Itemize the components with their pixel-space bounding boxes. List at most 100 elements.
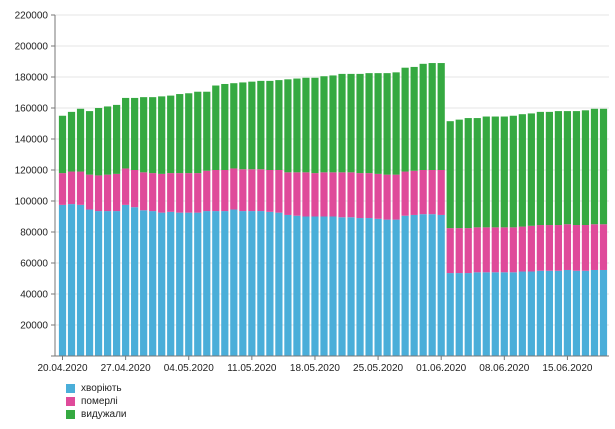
bar-segment-deaths [230,168,238,210]
legend-label-deaths: померлі [81,396,118,407]
bar-segment-deaths [203,170,211,212]
bar-segment-recovered [248,81,256,170]
legend-label-recovered: видужали [81,409,127,420]
bar-segment-recovered [581,110,590,226]
bar-segment-sick [545,270,553,356]
x-tick-label: 08.06.2020 [479,363,529,374]
bar-segment-deaths [464,228,472,274]
bar-segment-deaths [500,227,508,273]
bar-segment-deaths [76,171,85,205]
bar-segment-sick [347,217,355,356]
bar-segment-recovered [464,118,472,229]
bar-segment-recovered [103,106,112,175]
x-tick-label: 15.06.2020 [542,363,592,374]
y-tick-label: 160000 [15,104,49,115]
bar-segment-recovered [509,115,517,228]
bar-segment-sick [329,216,337,356]
bar-segment-deaths [140,172,148,211]
y-tick-label: 120000 [15,166,49,177]
bar-segment-deaths [131,170,139,208]
bar-segment-sick [599,269,608,356]
bar-segment-recovered [554,111,563,226]
bar-segment-recovered [94,108,103,176]
bar-segment-sick [302,216,310,356]
bar-segment-deaths [194,173,202,213]
bar-segment-sick [76,204,85,357]
bar-segment-deaths [554,225,563,271]
bar-segment-sick [338,217,346,356]
bar-segment-deaths [311,173,319,217]
bar-segment-deaths [374,173,382,219]
bar-segment-deaths [284,172,292,215]
bar-segment-deaths [527,225,535,272]
bar-segment-sick [94,211,103,356]
bar-segment-recovered [455,119,463,229]
x-tick-label: 01.06.2020 [416,363,466,374]
bar-segment-recovered [293,78,301,173]
y-tick-label: 60000 [20,259,48,270]
bar-segment-recovered [527,113,535,226]
x-tick-label: 18.05.2020 [290,363,340,374]
bar-segment-sick [482,272,490,356]
legend-label-sick: хворіють [81,383,122,394]
bar-segment-deaths [590,224,599,270]
bar-segment-deaths [509,227,517,273]
bar-segment-deaths [473,227,481,273]
bar-segment-sick [590,269,599,356]
bar-segment-recovered [518,114,526,227]
bar-segment-recovered [76,108,85,172]
bar-segment-sick [212,211,220,356]
bar-segment-deaths [437,170,445,215]
bar-segment-deaths [365,173,373,219]
bar-segment-deaths [563,224,572,270]
y-tick-label: 100000 [15,197,49,208]
bar-segment-recovered [572,111,581,226]
bar-segment-deaths [545,225,553,271]
bar-segment-deaths [482,227,490,273]
bar-segment-sick [536,270,544,356]
y-tick-label: 80000 [20,228,48,239]
bar-segment-sick [581,270,590,356]
bar-segment-deaths [67,171,76,205]
bar-segment-deaths [113,173,121,212]
bar-segment-sick [410,214,418,356]
bar-segment-sick [293,215,301,356]
bar-segment-sick [428,214,436,356]
bar-segment-sick [554,270,563,356]
bar-segment-deaths [320,172,328,217]
bar-segment-recovered [266,80,274,171]
y-tick-label: 20000 [20,321,48,332]
bar-segment-deaths [185,173,193,213]
bar-segment-sick [356,218,364,356]
bar-segment-recovered [257,80,265,170]
bar-segment-recovered [311,77,319,174]
legend-item-recovered: видужали [66,408,127,421]
bar-segment-sick [455,273,463,356]
bar-segment-recovered [347,73,355,173]
bar-segment-sick [122,204,130,357]
bar-segment-recovered [419,63,427,170]
bar-segment-deaths [491,227,499,273]
bar-segment-recovered [158,96,166,174]
bar-segment-sick [266,211,274,356]
bar-segment-recovered [599,108,608,225]
y-tick-label: 40000 [20,290,48,301]
x-tick-label: 11.05.2020 [227,363,277,374]
bar-segment-sick [131,207,139,356]
bar-segment-recovered [383,73,391,175]
bar-segment-sick [158,212,166,357]
legend-item-deaths: померлі [66,395,127,408]
bar-segment-recovered [176,94,184,174]
bar-segment-deaths [176,173,184,213]
bar-segment-sick [113,211,121,356]
bar-segment-recovered [365,73,373,174]
bar-segment-recovered [131,97,139,170]
legend-swatch-recovered [66,410,75,419]
legend-swatch-sick [66,384,75,393]
bar-segment-deaths [167,173,175,212]
bar-segment-sick [149,211,157,356]
bar-segment-sick [500,272,508,356]
y-tick-label: 220000 [15,11,49,22]
bar-segment-recovered [167,95,175,174]
